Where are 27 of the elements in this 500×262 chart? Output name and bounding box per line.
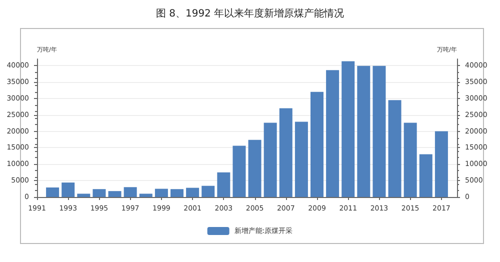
bar bbox=[279, 108, 292, 197]
chart-title: 图 8、1992 年以来年度新增原煤产能情况 bbox=[156, 8, 344, 20]
bar bbox=[232, 146, 246, 197]
bar bbox=[342, 61, 355, 197]
bar bbox=[372, 66, 386, 197]
bar bbox=[419, 154, 432, 197]
bar bbox=[186, 188, 200, 197]
bar bbox=[108, 191, 122, 197]
bar bbox=[310, 92, 324, 197]
bar bbox=[202, 186, 215, 197]
bar bbox=[217, 172, 230, 197]
bar bbox=[46, 187, 60, 197]
bar bbox=[62, 182, 75, 197]
bar bbox=[248, 140, 262, 197]
bar bbox=[92, 189, 106, 197]
bar bbox=[154, 188, 168, 197]
bar bbox=[388, 100, 402, 197]
bar bbox=[404, 122, 417, 197]
bar bbox=[357, 66, 370, 197]
bar bbox=[294, 122, 308, 197]
bar bbox=[326, 70, 340, 197]
bar bbox=[77, 194, 90, 197]
bar bbox=[264, 122, 277, 197]
bar bbox=[139, 194, 152, 197]
bar bbox=[124, 187, 137, 197]
bar bbox=[434, 131, 448, 197]
bar bbox=[170, 189, 184, 197]
